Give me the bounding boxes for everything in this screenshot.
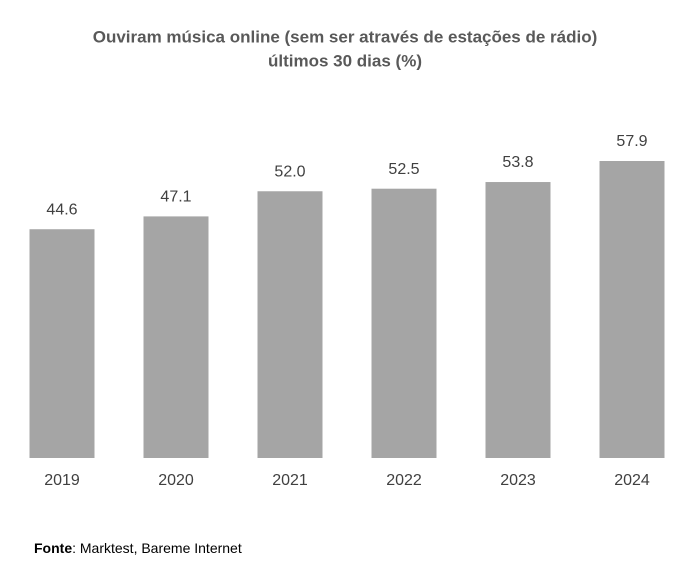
data-label: 44.6 xyxy=(46,201,77,218)
bar xyxy=(485,182,551,459)
x-tick-label: 2024 xyxy=(614,472,650,489)
data-label: 47.1 xyxy=(160,189,191,206)
source-text: : Marktest, Bareme Internet xyxy=(72,540,242,556)
chart-subtitle: últimos 30 dias (%) xyxy=(268,51,422,70)
bar xyxy=(257,191,323,458)
x-tick-label: 2021 xyxy=(272,472,308,489)
x-tick-label: 2019 xyxy=(44,472,80,489)
data-label: 53.8 xyxy=(502,154,533,171)
data-label: 52.5 xyxy=(388,161,419,178)
x-tick-label: 2022 xyxy=(386,472,422,489)
bar xyxy=(29,229,95,458)
bar xyxy=(599,161,665,458)
source-label: Fonte xyxy=(34,540,72,556)
source: Fonte: Marktest, Bareme Internet xyxy=(34,540,242,556)
x-tick-label: 2020 xyxy=(158,472,194,489)
bar xyxy=(371,188,437,459)
x-tick-label: 2023 xyxy=(500,472,536,489)
data-label: 57.9 xyxy=(616,133,647,150)
data-label: 52.0 xyxy=(274,163,305,180)
chart-title: Ouviram música online (sem ser através d… xyxy=(93,27,598,46)
bar xyxy=(143,216,209,458)
